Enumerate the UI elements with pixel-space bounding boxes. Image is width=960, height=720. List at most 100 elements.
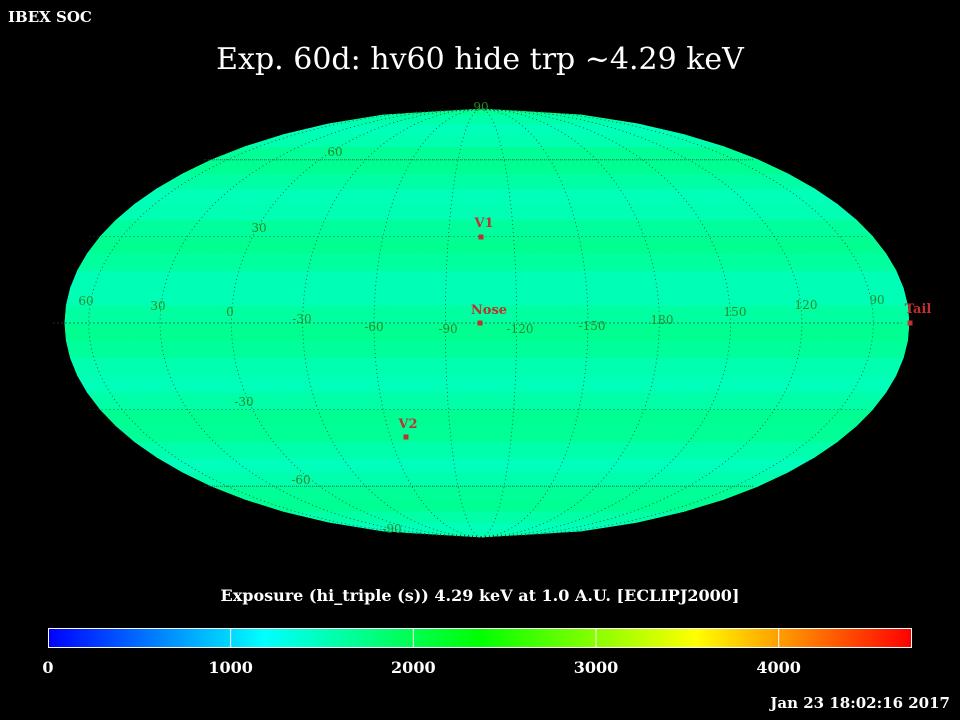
- colorbar-swatch: [468, 628, 473, 648]
- exposure-cell: [211, 146, 759, 161]
- colorbar-swatch: [368, 628, 373, 648]
- longitude-label: -150: [579, 319, 606, 333]
- colorbar-swatch: [444, 628, 449, 648]
- exposure-cell: [182, 471, 789, 487]
- colorbar-swatch: [524, 628, 529, 648]
- colorbar-swatch: [628, 628, 633, 648]
- longitude-label: -90: [438, 322, 457, 336]
- colorbar-swatch: [400, 628, 405, 648]
- colorbar-swatch: [212, 628, 217, 648]
- colorbar-swatch: [640, 628, 645, 648]
- colorbar-swatch: [484, 628, 489, 648]
- exposure-cell: [115, 425, 858, 443]
- colorbar-swatch: [836, 628, 841, 648]
- exposure-cell: [86, 392, 887, 410]
- colorbar-swatch: [168, 628, 173, 648]
- colorbar-swatch: [616, 628, 621, 648]
- colorbar-swatch: [604, 628, 609, 648]
- colorbar-swatch: [392, 628, 397, 648]
- exposure-cell: [65, 340, 908, 359]
- exposure-cell: [77, 375, 897, 393]
- meridian-line: [88, 108, 482, 538]
- colorbar-swatch: [268, 628, 273, 648]
- colorbar: [48, 628, 912, 648]
- colorbar-swatch: [624, 628, 629, 648]
- colorbar-swatch: [360, 628, 365, 648]
- exposure-cell: [328, 521, 639, 532]
- colorbar-swatch: [712, 628, 717, 648]
- colorbar-swatch: [528, 628, 533, 648]
- colorbar-swatch: [224, 628, 229, 648]
- colorbar-swatch: [252, 628, 257, 648]
- colorbar-swatch: [900, 628, 905, 648]
- colorbar-swatch: [780, 628, 785, 648]
- colorbar-swatch: [476, 628, 481, 648]
- colorbar-swatch: [216, 628, 221, 648]
- marker-tail-label: Tail: [905, 302, 932, 317]
- colorbar-swatch: [196, 628, 201, 648]
- colorbar-swatch: [388, 628, 393, 648]
- colorbar-swatch: [348, 628, 353, 648]
- colorbar-swatch: [744, 628, 749, 648]
- longitude-label: 120: [795, 298, 818, 312]
- colorbar-swatch: [148, 628, 153, 648]
- colorbar-swatch: [676, 628, 681, 648]
- colorbar-swatch: [724, 628, 729, 648]
- colorbar-swatch: [232, 628, 237, 648]
- colorbar-swatch: [752, 628, 757, 648]
- colorbar-swatch: [408, 628, 413, 648]
- marker-nose-dot: [477, 320, 483, 326]
- colorbar-tick-label: 1000: [208, 658, 253, 677]
- colorbar-swatch: [740, 628, 745, 648]
- colorbar-swatch: [328, 628, 333, 648]
- colorbar-swatch: [788, 628, 793, 648]
- colorbar-swatch: [708, 628, 713, 648]
- colorbar-swatch: [188, 628, 193, 648]
- exposure-cell: [70, 357, 904, 376]
- colorbar-swatch: [564, 628, 569, 648]
- colorbar-swatch: [608, 628, 613, 648]
- colorbar-swatch: [548, 628, 553, 648]
- colorbar-swatch: [852, 628, 857, 648]
- meridian-line: [230, 108, 482, 538]
- colorbar-swatch: [364, 628, 369, 648]
- colorbar-swatch: [612, 628, 617, 648]
- longitude-label: -120: [507, 322, 534, 336]
- colorbar-swatch: [680, 628, 685, 648]
- colorbar-swatch: [404, 628, 409, 648]
- colorbar-swatch: [448, 628, 453, 648]
- colorbar-swatch: [376, 628, 381, 648]
- map-title: Exp. 60d: hv60 hide trp ~4.29 keV: [216, 42, 744, 77]
- colorbar-swatch: [312, 628, 317, 648]
- colorbar-swatch: [184, 628, 189, 648]
- colorbar-swatch: [356, 628, 361, 648]
- meridian-line: [480, 108, 874, 538]
- colorbar-swatch: [164, 628, 169, 648]
- colorbar-swatch: [488, 628, 493, 648]
- marker-v1-dot: [478, 234, 484, 240]
- colorbar-swatch: [636, 628, 641, 648]
- colorbar-swatch: [300, 628, 305, 648]
- colorbar-swatch: [736, 628, 741, 648]
- colorbar-swatch: [88, 628, 93, 648]
- colorbar-swatch: [888, 628, 893, 648]
- colorbar-swatch: [856, 628, 861, 648]
- colorbar-swatch: [520, 628, 525, 648]
- colorbar-swatch: [440, 628, 445, 648]
- colorbar-swatch: [100, 628, 105, 648]
- latitude-label: 90: [473, 100, 488, 114]
- colorbar-swatch: [828, 628, 833, 648]
- exposure-cell: [134, 188, 838, 205]
- colorbar-swatch: [256, 628, 261, 648]
- colorbar-swatch: [584, 628, 589, 648]
- colorbar-swatch: [396, 628, 401, 648]
- marker-v1-label: V1: [473, 216, 493, 231]
- exposure-cell: [211, 485, 759, 500]
- colorbar-swatch: [772, 628, 777, 648]
- exposure-cell: [77, 253, 897, 271]
- exposure-cell: [155, 173, 816, 189]
- colorbar-swatch: [700, 628, 705, 648]
- longitude-label: 60: [78, 294, 93, 308]
- colorbar-swatch: [804, 628, 809, 648]
